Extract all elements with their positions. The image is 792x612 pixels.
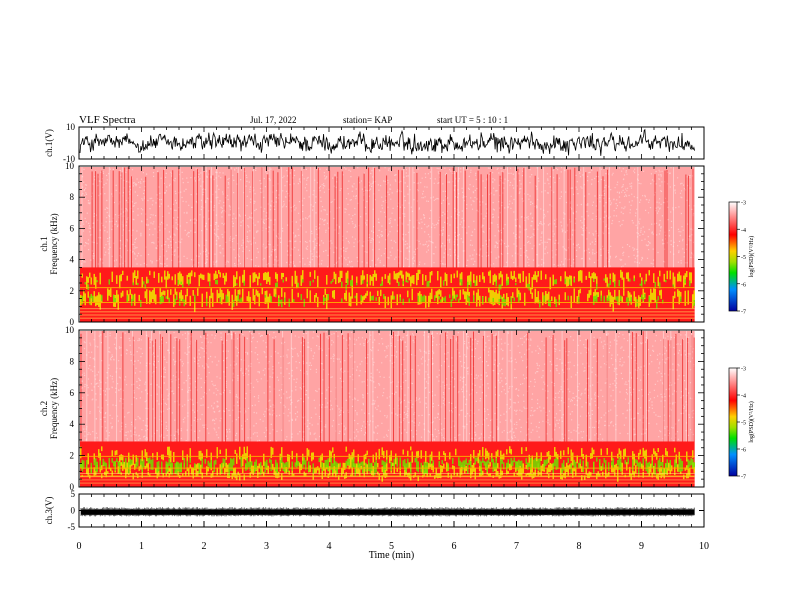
ch2-spectrogram-ylabel: ch.2 bbox=[39, 401, 49, 416]
xtick-label: 6 bbox=[452, 541, 457, 552]
colorbar-tick-label: -6 bbox=[741, 448, 746, 454]
ch2-spectrogram-ytick-label: 6 bbox=[70, 388, 75, 398]
xtick-label: 1 bbox=[139, 541, 144, 552]
xtick-label: 10 bbox=[699, 541, 709, 552]
xtick-label: 2 bbox=[202, 541, 207, 552]
ch1-waveform-panel: 10 -10 ch.1(V) bbox=[44, 122, 705, 164]
xtick-label: 4 bbox=[327, 541, 332, 552]
ch2-spectrogram-emission-yellow bbox=[80, 446, 695, 482]
ch1-spectrogram-streaks bbox=[91, 167, 694, 289]
ch3-waveform-ytick-label: 5 bbox=[71, 489, 76, 499]
colorbar-label: log(PSD)(V²/Hz) bbox=[748, 236, 755, 277]
xtick-label: 9 bbox=[639, 541, 644, 552]
colorbar-tick-label: -3 bbox=[741, 201, 746, 207]
date-label: Jul. 17, 2022 bbox=[250, 115, 297, 125]
colorbar-gradient bbox=[728, 201, 738, 312]
xtick-label: 5 bbox=[389, 541, 394, 552]
ch1-spectrogram-ytick-label: 6 bbox=[70, 223, 75, 233]
colorbar-tick-label: -6 bbox=[741, 282, 746, 288]
ch1-spectrogram-emission-band bbox=[80, 267, 695, 322]
colorbar-tick-label: -4 bbox=[741, 394, 746, 400]
station-label: station= KAP bbox=[343, 115, 392, 125]
xtick-label: 8 bbox=[577, 541, 582, 552]
ch1-spectrogram-ylabel: ch.1 bbox=[39, 236, 49, 251]
colorbar-tick-label: -7 bbox=[741, 310, 746, 316]
ch2-spectrogram-emission-green bbox=[80, 457, 695, 477]
ch1-spectrogram-ylabel: Frequency (kHz) bbox=[49, 213, 59, 274]
xtick-label: 0 bbox=[77, 541, 82, 552]
xtick-label: 3 bbox=[264, 541, 269, 552]
ch1-spectrogram-panel: 0 2 4 6 8 10 ch.1 Frequency (kHz) bbox=[39, 161, 705, 327]
ch1-spectrogram-ytick-label: 8 bbox=[70, 192, 75, 202]
ch1-waveform-trace bbox=[79, 128, 695, 156]
ch1-spectrogram-speckle bbox=[80, 167, 695, 269]
ch1-spectrogram-ytick-label: 0 bbox=[70, 317, 75, 327]
ch3-waveform-ylabel: ch.3(V) bbox=[44, 497, 54, 525]
ch1-waveform-ylabel: ch.1(V) bbox=[44, 129, 54, 157]
ch2-spectrogram-ylabel: Frequency (kHz) bbox=[49, 378, 59, 439]
ch2-spectrogram-ytick-label: 2 bbox=[70, 451, 75, 461]
xaxis-label: Time (min) bbox=[369, 550, 414, 561]
ch1-colorbar: -3 -4 -5 -6 -7 log(PSD)(V²/Hz) bbox=[728, 201, 755, 316]
xtick-label: 7 bbox=[514, 541, 519, 552]
ch1-spectrogram-emission-yellow bbox=[80, 269, 695, 313]
ch1-spectrogram-ytick-label: 10 bbox=[65, 161, 75, 171]
ch3-waveform-trace-spikes bbox=[80, 507, 695, 517]
ch2-spectrogram-ytick-label: 0 bbox=[70, 482, 75, 492]
colorbar-tick-label: -4 bbox=[741, 228, 746, 234]
figure-title: VLF Spectra bbox=[79, 114, 136, 126]
colorbar-tick-label: -5 bbox=[741, 421, 746, 427]
ch2-colorbar: -3 -4 -5 -6 -7 log(PSD)(V²/Hz) bbox=[728, 367, 755, 481]
ch3-waveform-panel: 5 0 -5 ch.3(V) bbox=[44, 489, 705, 532]
ch2-spectrogram-ytick-label: 8 bbox=[70, 356, 75, 366]
ch2-spectrogram-ytick-label: 10 bbox=[65, 325, 75, 335]
colorbar-gradient bbox=[728, 367, 738, 477]
start-time-label: start UT = 5 : 10 : 1 bbox=[437, 115, 508, 125]
ch3-waveform-ytick-label: -5 bbox=[68, 522, 76, 532]
ch1-spectrogram-ytick-label: 2 bbox=[70, 286, 75, 296]
colorbar-tick-label: -3 bbox=[741, 367, 746, 373]
ch3-waveform-trace bbox=[81, 509, 695, 515]
colorbar-tick-label: -5 bbox=[741, 255, 746, 261]
ch2-spectrogram-ytick-label: 4 bbox=[70, 419, 75, 429]
ch2-spectrogram-panel: 0 2 4 6 8 10 ch.2 Frequency (kHz) bbox=[39, 325, 705, 492]
ch1-waveform-ytick-label: 10 bbox=[66, 122, 76, 132]
colorbar-label: log(PSD)(V²/Hz) bbox=[748, 401, 755, 442]
ch1-waveform-ytick-label: -10 bbox=[63, 154, 75, 164]
ch1-spectrogram-ytick-label: 4 bbox=[70, 255, 75, 265]
colorbar-tick-label: -7 bbox=[741, 475, 746, 481]
ch3-waveform-ytick-label: 0 bbox=[71, 506, 76, 516]
time-axis: 0 1 2 3 4 5 6 7 8 9 10 Time (min) bbox=[77, 521, 709, 561]
